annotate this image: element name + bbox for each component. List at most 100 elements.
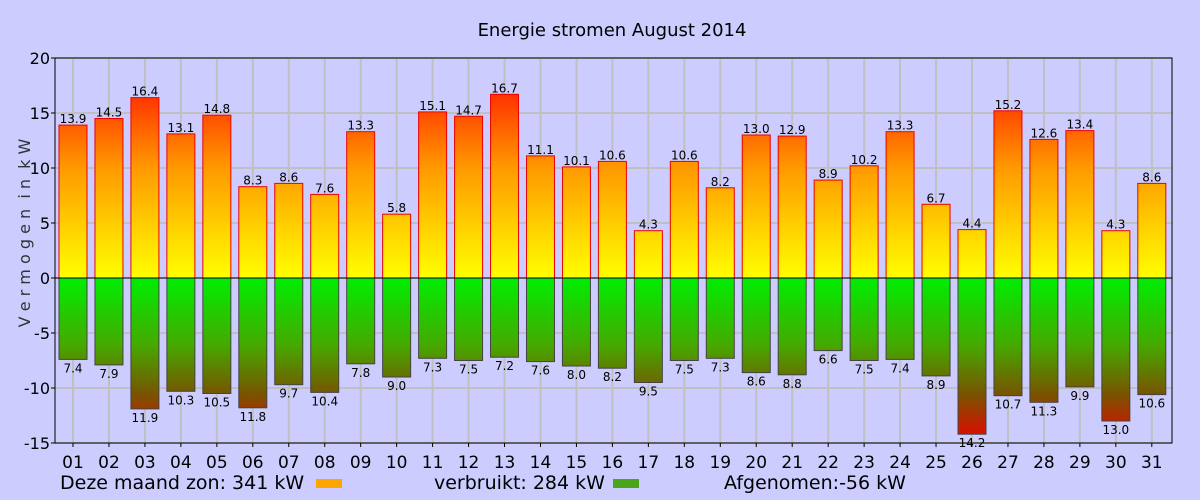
data-label-positive: 11.1 <box>527 143 554 157</box>
bar-negative <box>490 277 520 358</box>
x-tick-label: 23 <box>853 453 875 470</box>
data-label-negative: 7.6 <box>531 364 550 378</box>
bar-negative <box>1065 277 1095 388</box>
data-label-positive: 5.8 <box>387 201 406 215</box>
bar-positive <box>238 186 268 279</box>
bar-positive <box>1137 182 1167 279</box>
x-tick-label: 14 <box>530 453 552 470</box>
data-label-negative: 8.9 <box>926 378 945 392</box>
bar-negative <box>238 277 268 409</box>
y-axis-label: V e r m o g e n i n k W <box>15 138 34 327</box>
bar-positive <box>418 111 448 279</box>
bar-negative <box>130 277 160 410</box>
data-label-positive: 16.7 <box>491 81 518 95</box>
data-label-positive: 4.3 <box>639 218 658 232</box>
x-tick-label: 27 <box>997 453 1019 470</box>
bar-positive <box>58 124 88 279</box>
data-label-positive: 6.7 <box>926 191 945 205</box>
data-label-positive: 15.1 <box>419 99 446 113</box>
data-label-negative: 10.3 <box>168 393 195 407</box>
data-label-negative: 10.7 <box>995 398 1022 412</box>
data-label-negative: 6.6 <box>819 353 838 367</box>
bar-positive <box>813 179 843 279</box>
data-label-positive: 13.0 <box>743 122 770 136</box>
bar-positive <box>597 160 627 279</box>
bar-negative <box>633 277 663 383</box>
x-tick-label: 28 <box>1033 453 1055 470</box>
bar-positive <box>777 135 807 279</box>
bar-negative <box>202 277 232 394</box>
chart-title: Energie stromen August 2014 <box>478 20 747 41</box>
bar-positive <box>669 160 699 279</box>
bar-negative <box>741 277 771 374</box>
axes: 20 15 10 5 0 -5 -10 -15 01 02 03 04 05 06 07 08 09 10 11 12… <box>24 49 1173 470</box>
data-label-negative: 8.2 <box>603 370 622 384</box>
bar-positive <box>1065 130 1095 279</box>
x-tick-label: 29 <box>1069 453 1091 470</box>
y-tick-label: -10 <box>24 379 50 398</box>
bar-positive <box>490 93 520 279</box>
x-tick-label: 10 <box>386 453 408 470</box>
x-tick-label: 09 <box>350 453 372 470</box>
bar-negative <box>813 277 843 352</box>
y-tick-label: 20 <box>30 49 50 68</box>
bars <box>58 93 1167 435</box>
bar-negative <box>1029 277 1059 403</box>
y-tick-label: -5 <box>34 324 50 343</box>
bar-negative <box>921 277 951 377</box>
y-tick-label: 0 <box>40 269 50 288</box>
x-tick-label: 18 <box>673 453 695 470</box>
bar-negative <box>597 277 627 369</box>
x-tick-label: 31 <box>1141 453 1163 470</box>
bar-positive <box>741 134 771 279</box>
x-tick-label: 20 <box>745 453 767 470</box>
data-label-negative: 8.0 <box>567 368 586 382</box>
data-label-positive: 14.5 <box>96 106 123 120</box>
data-label-positive: 10.1 <box>563 154 590 168</box>
data-label-negative: 7.8 <box>351 366 370 380</box>
bar-positive <box>382 213 412 279</box>
bar-negative <box>705 277 735 359</box>
data-label-negative: 10.6 <box>1138 397 1165 411</box>
bar-negative <box>418 277 448 359</box>
data-labels: 13.9 7.4 14.5 7.9 16.4 11.9 13.1 10.3 14.8 10.5 8.… <box>60 81 1166 450</box>
y-tick-label: 5 <box>40 214 50 233</box>
bar-positive <box>525 155 555 279</box>
bar-negative <box>957 277 987 435</box>
x-tick-label: 25 <box>925 453 947 470</box>
bar-negative <box>454 277 484 361</box>
used-total-text: verbruikt: 284 kW <box>434 472 605 494</box>
data-label-negative: 7.5 <box>459 363 478 377</box>
data-label-negative: 9.7 <box>279 387 298 401</box>
bar-positive <box>633 230 663 279</box>
x-tick-label: 22 <box>817 453 839 470</box>
data-label-negative: 7.2 <box>495 359 514 373</box>
bar-negative <box>274 277 304 386</box>
data-label-positive: 13.3 <box>887 119 914 133</box>
data-label-positive: 8.2 <box>711 175 730 189</box>
bar-negative <box>1137 277 1167 396</box>
x-tick-label: 07 <box>278 453 300 470</box>
bar-negative <box>94 277 124 366</box>
data-label-positive: 16.4 <box>132 85 159 99</box>
bar-positive <box>849 165 879 279</box>
data-label-positive: 4.4 <box>962 217 981 231</box>
x-tick-label: 26 <box>961 453 983 470</box>
data-label-negative: 8.6 <box>747 375 766 389</box>
data-label-negative: 11.3 <box>1031 404 1058 418</box>
data-label-negative: 9.9 <box>1070 389 1089 403</box>
energy-chart: Energie stromen August 2014 V e r m o g … <box>15 20 1173 470</box>
bar-negative <box>669 277 699 361</box>
data-label-negative: 13.0 <box>1102 423 1129 437</box>
bar-positive <box>454 115 484 279</box>
x-tick-label: 11 <box>422 453 444 470</box>
bar-positive <box>346 131 376 279</box>
sun-total-text: Deze maand zon: 341 kW <box>60 472 305 494</box>
bar-positive <box>166 133 196 279</box>
x-tick-label: 30 <box>1105 453 1127 470</box>
data-label-positive: 13.1 <box>168 121 195 135</box>
bar-negative <box>849 277 879 361</box>
data-label-negative: 9.0 <box>387 379 406 393</box>
bar-negative <box>310 277 340 393</box>
data-label-positive: 15.2 <box>995 98 1022 112</box>
